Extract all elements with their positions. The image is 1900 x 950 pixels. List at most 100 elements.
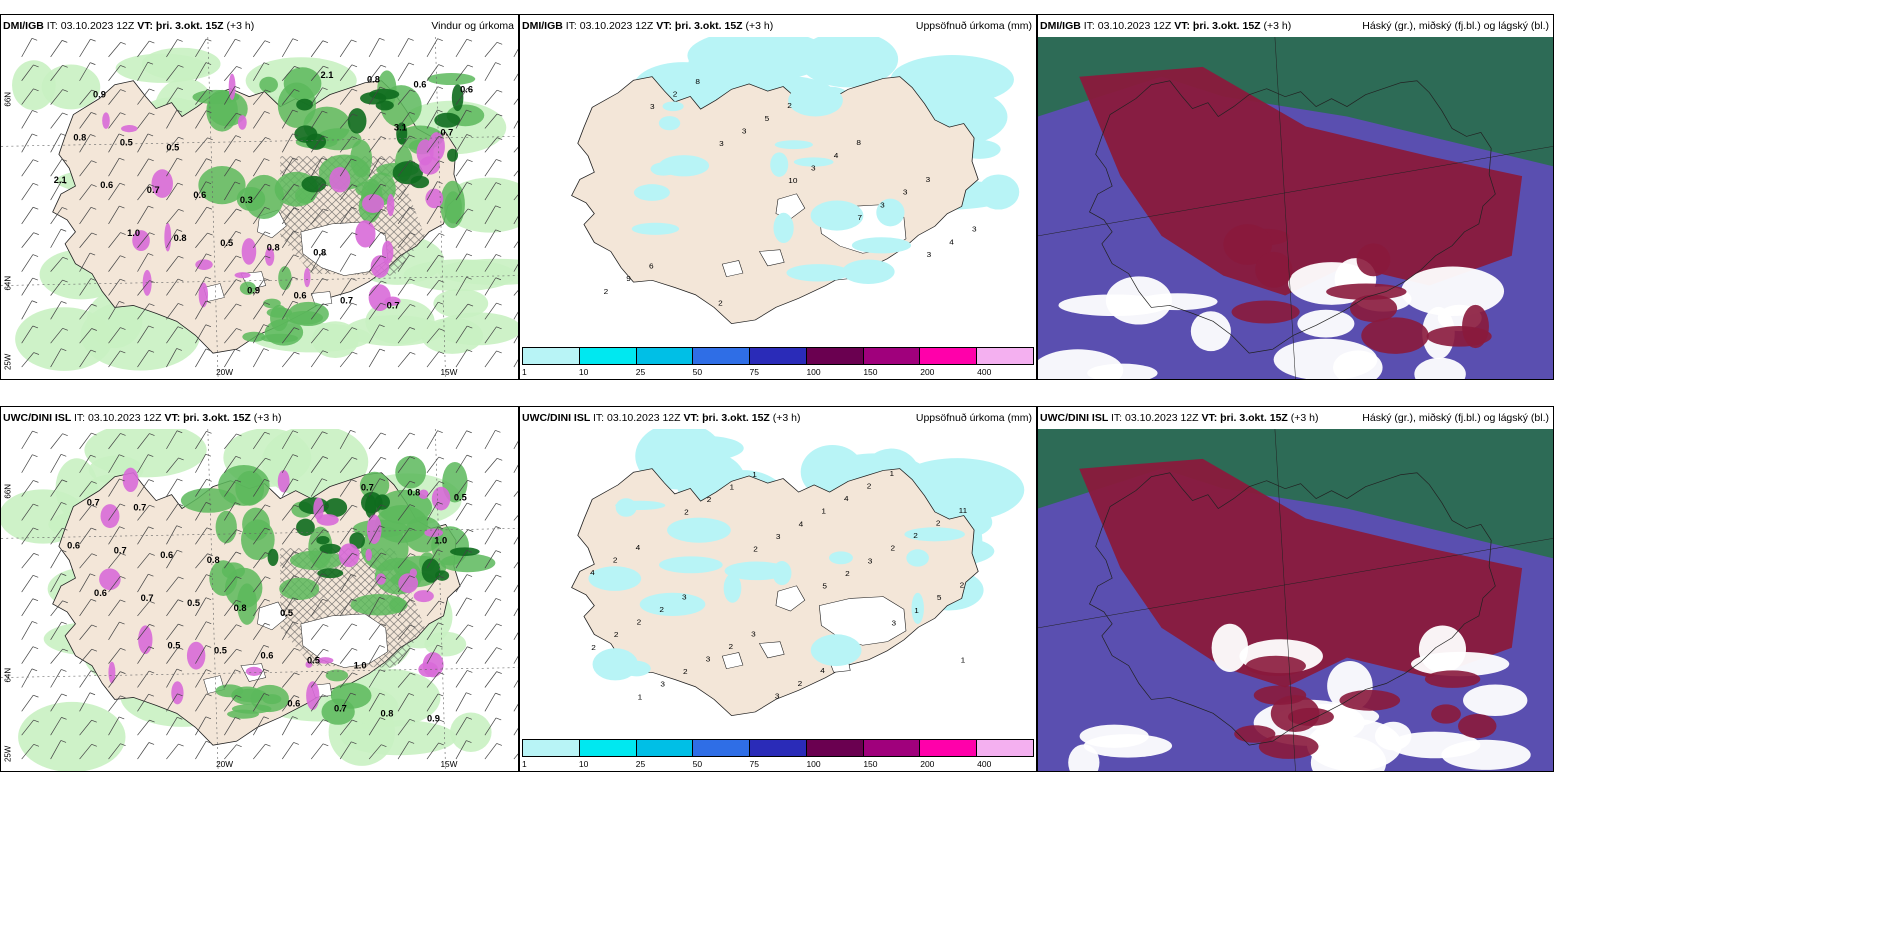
wind-barb-flag: [120, 553, 126, 556]
wind-barb-flag: [234, 502, 241, 505]
accum-value-label: 8: [695, 77, 700, 85]
wind-barb: [484, 89, 498, 105]
wind-barb-flag: [207, 137, 213, 141]
wind-barb-flag: [379, 692, 385, 696]
panel-uwc-accum: UWC/DINI ISL IT: 03.10.2023 12Z VT: þri.…: [519, 406, 1037, 772]
wind-barb: [339, 64, 353, 81]
panel-header: UWC/DINI ISL IT: 03.10.2023 12Z VT: þri.…: [1038, 407, 1553, 429]
wind-barb: [426, 328, 440, 344]
wind-barb: [252, 183, 266, 201]
wind-barb-flag: [207, 232, 213, 236]
wind-barb-flag: [206, 431, 212, 434]
precip-heavy: [374, 494, 390, 510]
wind-barb: [137, 158, 149, 177]
wind-barb-flag: [322, 278, 328, 281]
snowfall: [425, 188, 444, 209]
snowfall: [329, 167, 351, 193]
wind-barb-flag: [91, 432, 97, 436]
wind-barb: [455, 480, 468, 497]
wind-barb-flag: [120, 647, 126, 651]
wind-barb: [426, 136, 439, 153]
wind-barb-flag: [176, 348, 182, 351]
wind-barb: [166, 278, 179, 296]
wind-barb: [310, 110, 323, 129]
wind-barb: [281, 551, 294, 569]
wind-barb: [426, 38, 438, 58]
wind-barb: [397, 62, 410, 81]
wind-barb: [455, 529, 469, 545]
wind-barb: [224, 39, 236, 58]
snowfall: [368, 284, 391, 312]
wind-barb: [281, 89, 295, 105]
wind-barb-flag: [91, 624, 97, 628]
precip-light: [341, 720, 457, 756]
wind-barb-flag: [467, 529, 474, 532]
wind-barb-flag: [177, 716, 183, 720]
valid-time: VT: þri. 3.okt. 15Z: [1201, 412, 1291, 424]
colorbar-tick-label: 10: [578, 367, 589, 377]
wind-barb-flag: [438, 481, 445, 484]
wind-barb: [166, 87, 179, 105]
wind-barb-flag: [496, 623, 502, 627]
wind-barb-flag: [148, 573, 154, 577]
wind-barb: [455, 109, 467, 129]
wind-barb: [50, 279, 63, 296]
precip-value-label: 0.6: [193, 190, 206, 200]
precip-heavy: [296, 518, 315, 536]
map-area: 2 2 5 3 1 1 2 3 2 1 2 3 1 4 3 5 2 2 1 1 2 2 2 3 3 4 2 4 2 2 2 2 2 2 3 3 4 1 11…: [520, 429, 1036, 739]
mid-cloud-area: [1234, 725, 1276, 743]
wind-barb-flag: [264, 504, 271, 508]
colorbar-tick-label: 50: [692, 759, 703, 769]
accum-area: [772, 561, 792, 586]
snowfall: [355, 220, 376, 248]
wind-barb-flag: [263, 644, 270, 648]
wind-barb-flag: [62, 648, 69, 652]
wind-barb: [166, 599, 179, 617]
wind-barb-flag: [149, 433, 155, 436]
map-svg: 0.9 0.5 0.3 0.8 0.7 0.6 0.5 0.6 0.8 0.7 0.6 0.8 0.7 0…: [1, 37, 518, 379]
wind-barb: [195, 253, 207, 272]
wind-barb-flag: [466, 349, 473, 353]
wind-barb-flag: [148, 479, 154, 482]
wind-barb: [224, 648, 237, 664]
precip-heavy: [324, 498, 348, 517]
wind-barb: [166, 348, 178, 368]
wind-barb-flag: [205, 740, 212, 744]
wind-barb: [455, 740, 467, 760]
wind-barb: [108, 350, 121, 368]
wind-barb: [253, 744, 266, 760]
lat-label: 66N: [3, 92, 12, 107]
wind-barb-flag: [149, 184, 155, 187]
wind-barb: [137, 62, 149, 81]
wind-barb: [166, 430, 178, 450]
map-area: 0.9 0.5 0.3 0.8 0.7 0.6 0.5 0.6 0.8 0.7 0.6 0.8 0.7 0…: [1, 37, 518, 379]
colorbar-swatch: [750, 740, 807, 756]
wind-barb-flag: [148, 158, 154, 162]
wind-barb: [224, 328, 237, 344]
wind-barb-flag: [264, 278, 270, 281]
lat-label: 64N: [3, 668, 12, 683]
accum-value-label: 2: [659, 605, 664, 613]
wind-barb-flag: [32, 454, 38, 457]
wind-barb-flag: [120, 255, 126, 259]
wind-barb: [166, 668, 178, 688]
mid-cloud-area: [1223, 224, 1273, 265]
wind-barb-flag: [236, 529, 242, 533]
accum-area: [793, 157, 834, 167]
wind-barb-flag: [322, 624, 329, 627]
wind-barb-flag: [235, 455, 242, 459]
accum-value-label: 2: [637, 618, 642, 626]
snowfall: [264, 247, 275, 266]
model-name: DMI/IGB: [522, 20, 566, 32]
wind-barb: [50, 600, 63, 617]
wind-barb-flag: [438, 328, 445, 332]
wind-barb: [21, 325, 34, 344]
precip-mid: [259, 76, 278, 93]
accum-area: [890, 55, 1014, 105]
snowfall: [234, 272, 251, 279]
accum-value-label: 2: [613, 556, 618, 564]
wind-barb-flag: [322, 551, 328, 554]
wind-barb: [397, 135, 410, 153]
accum-value-label: 2: [845, 569, 850, 577]
precip-value-label: 0.8: [380, 708, 393, 718]
